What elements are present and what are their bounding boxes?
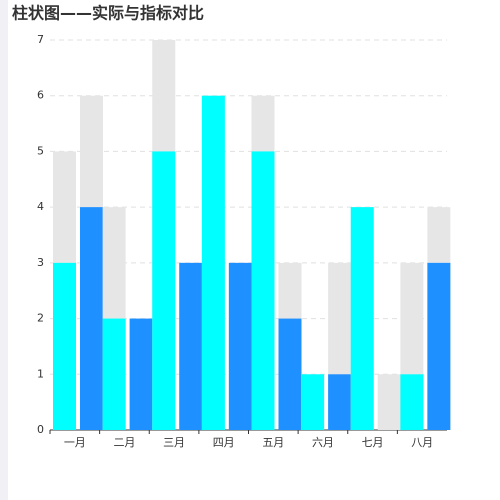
y-tick-label: 4 (37, 200, 44, 213)
bar (400, 374, 424, 430)
x-tick-label: 一月 (64, 436, 86, 449)
y-tick-label: 1 (37, 367, 44, 380)
y-tick-label: 2 (37, 312, 44, 325)
bar (53, 262, 76, 430)
bar (80, 207, 103, 430)
x-tick-label: 八月 (411, 436, 433, 449)
y-tick-label: 5 (37, 144, 44, 157)
y-tick-label: 7 (37, 33, 44, 46)
bar (377, 374, 401, 430)
x-tick-label: 五月 (262, 436, 284, 449)
x-tick-label: 四月 (213, 436, 235, 449)
x-tick-label: 二月 (113, 436, 135, 449)
bar (427, 262, 451, 430)
bar (201, 95, 225, 430)
bar (228, 262, 252, 430)
bar (102, 318, 126, 430)
x-tick-label: 三月 (163, 436, 185, 449)
bar (301, 374, 325, 430)
y-tick-label: 0 (37, 423, 44, 436)
side-strip (0, 0, 8, 500)
chart-title: 柱状图——实际与指标对比 (12, 4, 204, 23)
bar (152, 151, 176, 430)
bar (328, 374, 352, 430)
x-tick-label: 六月 (312, 436, 334, 449)
bar (129, 318, 153, 430)
bar (278, 318, 302, 430)
y-tick-label: 6 (37, 89, 44, 102)
bar (251, 151, 275, 430)
y-tick-label: 3 (37, 256, 44, 269)
bar (350, 207, 374, 430)
bar (179, 262, 203, 430)
x-tick-label: 七月 (362, 436, 384, 449)
